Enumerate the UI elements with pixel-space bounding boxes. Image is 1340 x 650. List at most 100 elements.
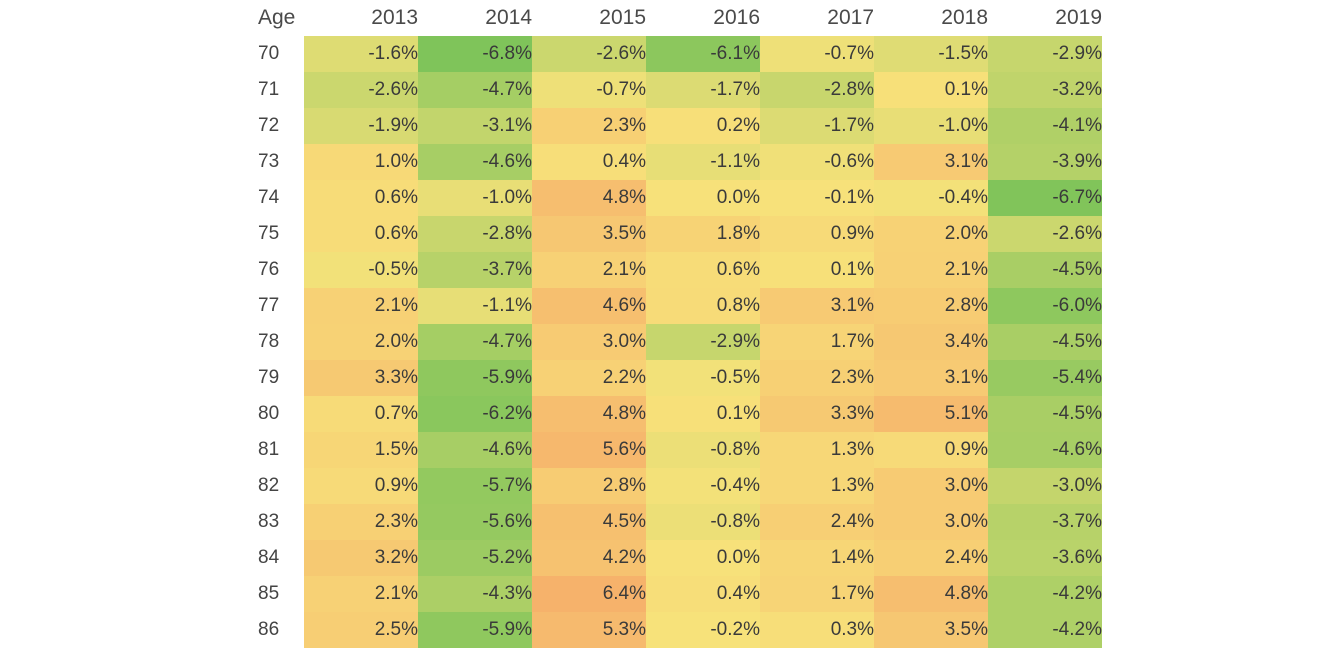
heatmap-cell: 3.0% (532, 324, 646, 360)
heatmap-cell: -2.9% (646, 324, 760, 360)
heatmap-cell: -0.5% (646, 360, 760, 396)
age-cell: 81 (258, 439, 280, 460)
heatmap-cell: 4.5% (532, 504, 646, 540)
heatmap-cell: 4.8% (532, 180, 646, 216)
heatmap-cell: 0.1% (760, 252, 874, 288)
heatmap-cell: -0.2% (646, 612, 760, 648)
heatmap-cell: -2.8% (418, 216, 532, 252)
heatmap-cell: -4.2% (988, 576, 1102, 612)
year-header: 2019 (1055, 6, 1102, 29)
heatmap-cell: 4.8% (874, 576, 988, 612)
heatmap-cell: -4.2% (988, 612, 1102, 648)
heatmap-cell: -4.6% (988, 432, 1102, 468)
table-row: 85 2.1% -4.3% 6.4% 0.4% 1.7% 4.8% -4.2% (258, 576, 1102, 612)
age-cell: 83 (258, 511, 280, 532)
heatmap-cell: 1.0% (304, 144, 418, 180)
heatmap-cell: 4.2% (532, 540, 646, 576)
age-cell: 77 (258, 295, 280, 316)
heatmap-cell: 0.1% (874, 72, 988, 108)
heatmap-cell: -1.0% (874, 108, 988, 144)
heatmap-cell: 2.4% (760, 504, 874, 540)
table-row: 79 3.3% -5.9% 2.2% -0.5% 2.3% 3.1% -5.4% (258, 360, 1102, 396)
age-cell: 86 (258, 619, 280, 640)
table-row: 81 1.5% -4.6% 5.6% -0.8% 1.3% 0.9% -4.6% (258, 432, 1102, 468)
heatmap-cell: -3.9% (988, 144, 1102, 180)
heatmap-cell: 1.3% (760, 432, 874, 468)
year-header: 2018 (941, 6, 988, 29)
heatmap-cell: 3.1% (874, 360, 988, 396)
heatmap-cell: -5.6% (418, 504, 532, 540)
year-header: 2016 (713, 6, 760, 29)
age-cell: 74 (258, 187, 280, 208)
heatmap-cell: 1.7% (760, 324, 874, 360)
heatmap-header: Age 2013 2014 2015 2016 2017 2018 2019 (258, 0, 1102, 36)
heatmap-cell: -1.6% (304, 36, 418, 72)
heatmap-cell: -0.1% (760, 180, 874, 216)
heatmap-cell: 1.8% (646, 216, 760, 252)
heatmap-cell: 0.8% (646, 288, 760, 324)
heatmap-cell: -4.5% (988, 396, 1102, 432)
heatmap-cell: -1.7% (760, 108, 874, 144)
heatmap-cell: 2.5% (304, 612, 418, 648)
year-header: 2017 (827, 6, 874, 29)
heatmap-cell: 0.9% (874, 432, 988, 468)
heatmap-cell: -2.6% (304, 72, 418, 108)
age-cell: 71 (258, 79, 280, 100)
table-row: 74 0.6% -1.0% 4.8% 0.0% -0.1% -0.4% -6.7% (258, 180, 1102, 216)
heatmap-cell: 3.2% (304, 540, 418, 576)
age-cell: 80 (258, 403, 280, 424)
heatmap-cell: 3.4% (874, 324, 988, 360)
heatmap-cell: -6.1% (646, 36, 760, 72)
table-row: 76 -0.5% -3.7% 2.1% 0.6% 0.1% 2.1% -4.5% (258, 252, 1102, 288)
heatmap-cell: -4.5% (988, 324, 1102, 360)
table-row: 72 -1.9% -3.1% 2.3% 0.2% -1.7% -1.0% -4.1% (258, 108, 1102, 144)
age-cell: 78 (258, 331, 280, 352)
heatmap-cell: 1.7% (760, 576, 874, 612)
heatmap-cell: 3.5% (532, 216, 646, 252)
header-row: Age 2013 2014 2015 2016 2017 2018 2019 (258, 0, 1102, 36)
heatmap-cell: 0.6% (304, 216, 418, 252)
heatmap-cell: -0.4% (646, 468, 760, 504)
heatmap-cell: -4.6% (418, 144, 532, 180)
heatmap-cell: 0.6% (304, 180, 418, 216)
heatmap-cell: 3.5% (874, 612, 988, 648)
age-cell: 72 (258, 115, 280, 136)
heatmap-cell: -2.8% (760, 72, 874, 108)
heatmap-cell: -5.9% (418, 612, 532, 648)
heatmap-cell: 0.6% (646, 252, 760, 288)
heatmap-cell: 5.1% (874, 396, 988, 432)
heatmap-cell: -1.5% (874, 36, 988, 72)
table-row: 84 3.2% -5.2% 4.2% 0.0% 1.4% 2.4% -3.6% (258, 540, 1102, 576)
heatmap-cell: 1.3% (760, 468, 874, 504)
heatmap-cell: 2.0% (304, 324, 418, 360)
heatmap-cell: 5.6% (532, 432, 646, 468)
heatmap-cell: 2.2% (532, 360, 646, 396)
heatmap-cell: -6.8% (418, 36, 532, 72)
heatmap-cell: 3.1% (874, 144, 988, 180)
heatmap-cell: 2.3% (760, 360, 874, 396)
heatmap-cell: 2.3% (532, 108, 646, 144)
heatmap-cell: -5.4% (988, 360, 1102, 396)
heatmap-cell: -4.7% (418, 324, 532, 360)
heatmap-cell: -3.7% (418, 252, 532, 288)
heatmap-cell: -3.1% (418, 108, 532, 144)
heatmap-cell: -0.4% (874, 180, 988, 216)
heatmap-cell: -1.0% (418, 180, 532, 216)
heatmap-cell: -4.6% (418, 432, 532, 468)
age-cell: 84 (258, 547, 280, 568)
heatmap-cell: 1.5% (304, 432, 418, 468)
heatmap-cell: 4.6% (532, 288, 646, 324)
heatmap-cell: 0.2% (646, 108, 760, 144)
table-row: 82 0.9% -5.7% 2.8% -0.4% 1.3% 3.0% -3.0% (258, 468, 1102, 504)
heatmap-cell: -5.7% (418, 468, 532, 504)
heatmap-cell: 0.0% (646, 540, 760, 576)
heatmap-cell: -3.6% (988, 540, 1102, 576)
age-cell: 76 (258, 259, 280, 280)
age-cell: 82 (258, 475, 280, 496)
heatmap-cell: -0.8% (646, 504, 760, 540)
age-cell: 73 (258, 151, 280, 172)
heatmap-cell: -4.7% (418, 72, 532, 108)
heatmap-cell: 4.8% (532, 396, 646, 432)
heatmap-cell: 0.4% (532, 144, 646, 180)
heatmap-cell: 3.3% (760, 396, 874, 432)
